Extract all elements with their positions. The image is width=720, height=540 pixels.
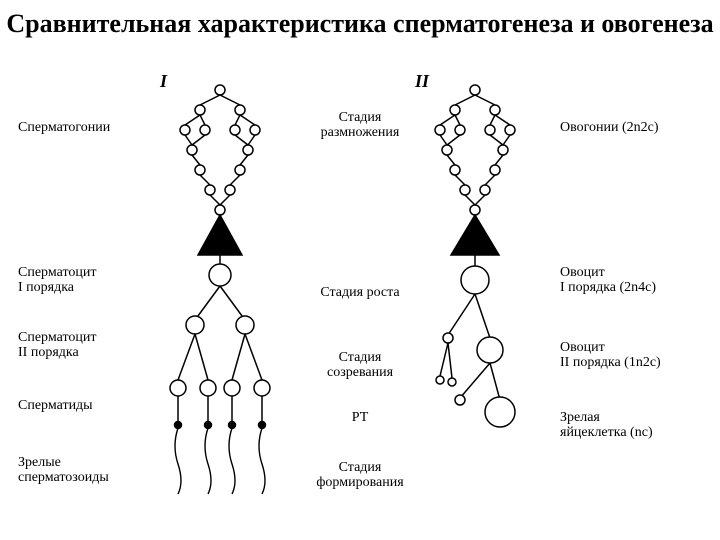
right-label: Овогонии (2n2c) <box>560 120 715 135</box>
page-title: Сравнительная характеристика сперматоген… <box>0 0 720 39</box>
stage-label: Стадия созревания <box>300 350 420 381</box>
right-label: Овоцит II порядка (1n2c) <box>560 340 715 371</box>
diagram-container: I II Стадия размноженияСтадия ростаСтади… <box>0 80 720 540</box>
right-label: Овоцит I порядка (2n4c) <box>560 265 715 296</box>
roman-left: I <box>160 72 167 92</box>
stage-label: Стадия формирования <box>300 460 420 491</box>
left-label: Зрелые сперматозоиды <box>18 455 158 486</box>
left-label: Сперматоцит I порядка <box>18 265 158 296</box>
roman-right: II <box>415 72 429 92</box>
stage-label: РТ <box>300 410 420 425</box>
right-label: Зрелая яйцеклетка (nc) <box>560 410 715 441</box>
stage-label: Стадия роста <box>300 285 420 300</box>
stage-label: Стадия размножения <box>300 110 420 141</box>
left-label: Сперматоцит II порядка <box>18 330 158 361</box>
left-label: Сперматиды <box>18 398 158 413</box>
left-label: Сперматогонии <box>18 120 158 135</box>
